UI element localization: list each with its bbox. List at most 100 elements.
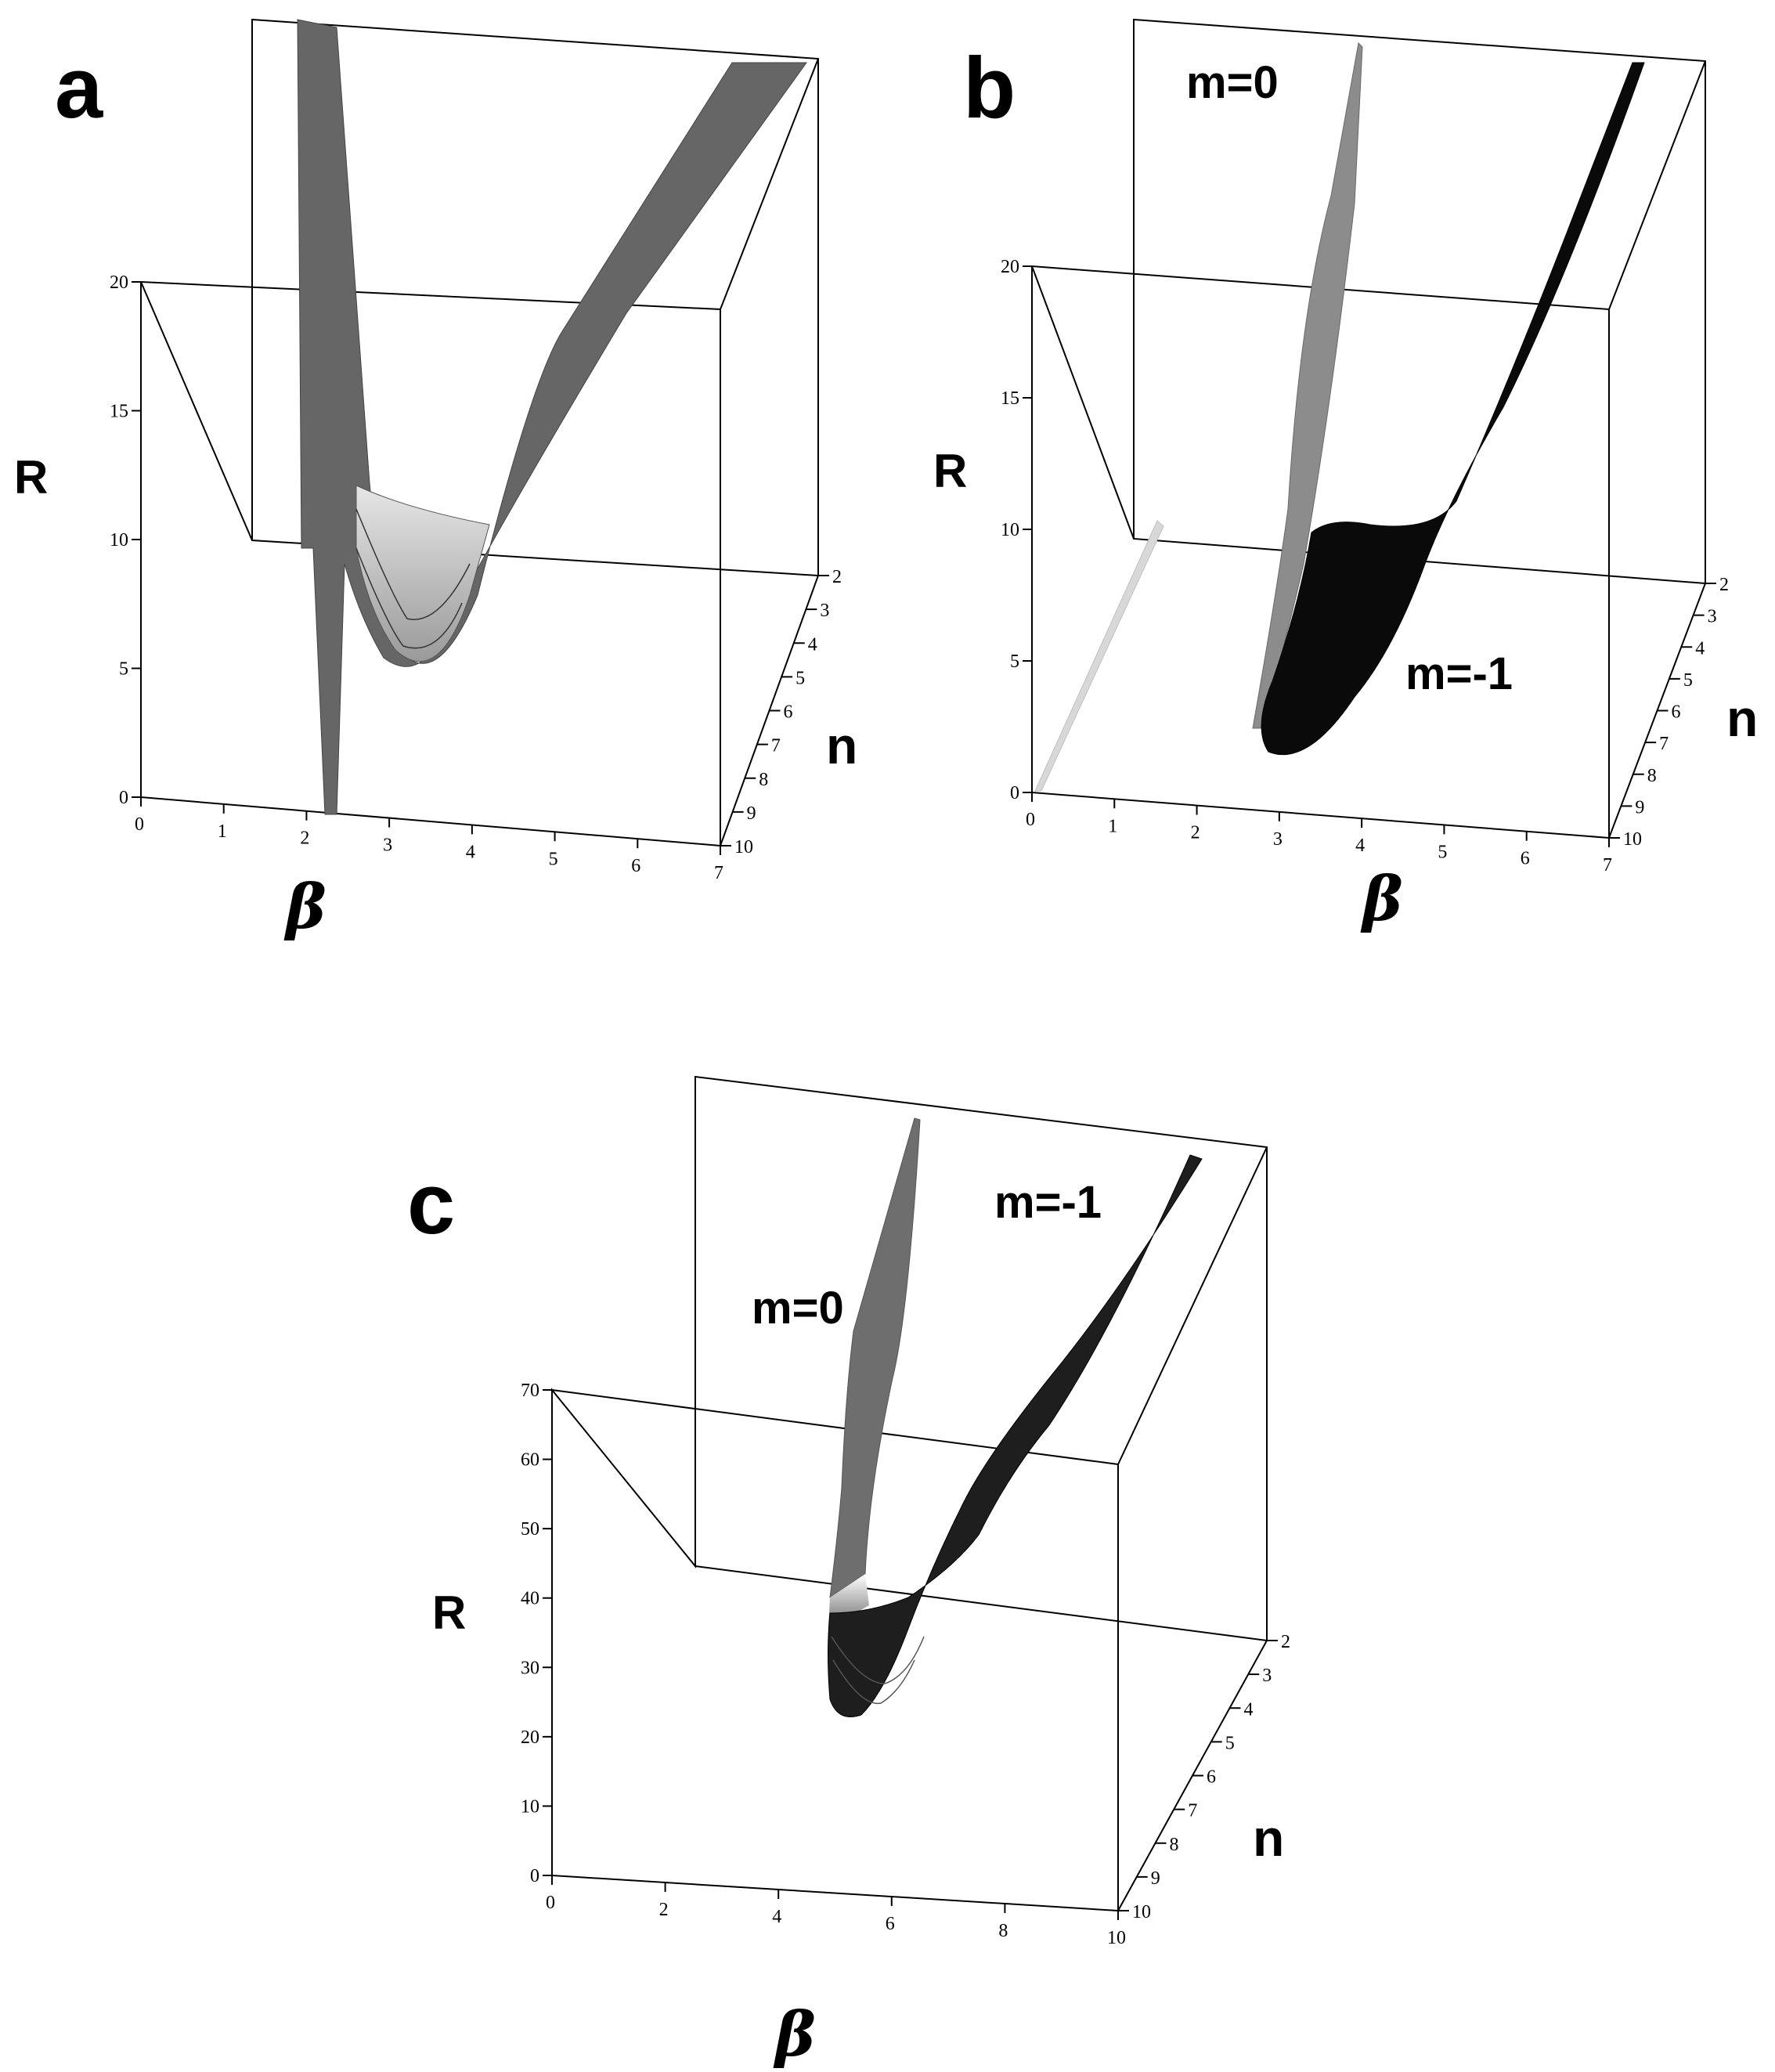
panel-a-surface [297, 19, 807, 815]
panel-a-n-tick-label: 6 [784, 702, 793, 723]
panel-c-n-tick-label: 6 [1207, 1767, 1216, 1788]
panel-b-beta-tick-label: 5 [1438, 842, 1447, 862]
panel-b-beta-tick-label: 7 [1603, 855, 1612, 875]
panel-a-beta-tick-label: 3 [383, 836, 392, 856]
panel-c-n-tick-label: 10 [1132, 1902, 1151, 1922]
panel-b-beta-label: β [1360, 864, 1403, 935]
panel-a-R-axis: R 0 5 10 15 20 [14, 273, 141, 808]
panel-c-R-tick-label: 30 [521, 1658, 539, 1678]
panel-c-box [551, 1075, 1268, 1911]
panel-a-n-tick-label: 4 [808, 634, 817, 655]
panel-b-beta-axis: β 0 1 2 3 4 5 6 7 [1026, 792, 1612, 935]
panel-a-n-tick-label: 7 [771, 736, 781, 756]
panel-c-n-tick-label: 9 [1151, 1868, 1160, 1889]
panel-a-beta-axis: β 0 1 2 3 4 5 6 7 [135, 797, 723, 943]
panel-a-beta-tick-label: 0 [135, 814, 144, 835]
panel-b-beta-tick-label: 1 [1108, 816, 1117, 836]
panel-b-n-tick-label: 9 [1635, 797, 1644, 818]
panel-a-n-tick-label: 9 [747, 803, 756, 824]
panel-c-n-tick-label: 8 [1170, 1835, 1179, 1855]
panel-a-n-tick-label: 5 [796, 668, 805, 688]
panel-c-beta-ticks: 0 2 4 6 8 10 [546, 1875, 1126, 1948]
panel-a-n-tick-label: 2 [832, 567, 842, 587]
panel-a-beta-tick-label: 4 [466, 842, 475, 862]
panel-b-R-ticks: 0 5 10 15 20 [1001, 257, 1032, 803]
panel-c-surface-m0 [828, 1117, 921, 1629]
panel-c-series-label-0: m=0 [752, 1283, 844, 1334]
panel-c-n-tick-label: 7 [1188, 1801, 1197, 1821]
panel-c-beta-tick-label: 4 [772, 1907, 781, 1927]
panel-b-n-tick-label: 4 [1695, 638, 1705, 659]
panel-a-beta-tick-label: 5 [549, 849, 558, 869]
panel-b-beta-ticks: 0 1 2 3 4 5 6 7 [1026, 792, 1612, 875]
panel-c-R-tick-label: 20 [521, 1727, 539, 1748]
panel-b-beta-tick-label: 3 [1273, 829, 1283, 850]
panel-c-n-tick-label: 5 [1225, 1733, 1235, 1753]
panel-c-n-label: n [1253, 1809, 1284, 1867]
panel-c-surface-m-1 [828, 1154, 1203, 1717]
panel-b-n-tick-label: 7 [1659, 734, 1669, 754]
panel-a-n-label: n [826, 717, 857, 774]
panel-b-n-tick-label: 10 [1623, 829, 1642, 850]
panel-c-beta-tick-label: 10 [1107, 1928, 1126, 1948]
panel-a-letter: a [55, 40, 103, 136]
panel-b-R-tick-label: 0 [1010, 783, 1019, 803]
panel-b-beta-tick-label: 6 [1521, 849, 1530, 869]
panel-b-n-tick-label: 3 [1708, 607, 1717, 627]
panel-c-beta-label: β [773, 1999, 816, 2070]
panel-a-R-tick-label: 5 [119, 659, 128, 680]
panel-a-n-tick-label: 8 [759, 770, 768, 790]
panel-c-series-label-1: m=-1 [994, 1177, 1102, 1228]
panel-b-n-tick-label: 6 [1672, 702, 1681, 723]
panel-b-letter: b [963, 40, 1016, 136]
panel-b-R-tick-label: 5 [1010, 652, 1019, 672]
panel-c-R-tick-label: 10 [521, 1796, 539, 1817]
panel-a-beta-tick-label: 7 [714, 863, 723, 883]
panel-c-n-tick-label: 4 [1244, 1699, 1254, 1720]
panel-b-R-axis: R 0 5 10 15 20 [933, 257, 1032, 803]
panel-c-letter: c [407, 1156, 455, 1252]
panel-b-n-tick-label: 8 [1647, 766, 1657, 786]
panel-c-R-tick-label: 50 [521, 1519, 539, 1540]
panel-b-series-label-0: m=0 [1186, 57, 1279, 108]
panel-c-R-tick-label: 60 [521, 1450, 539, 1471]
panel-b-R-tick-label: 15 [1001, 388, 1019, 409]
panel-b-n-tick-label: 5 [1683, 670, 1693, 691]
panel-b-series-label-1: m=-1 [1405, 648, 1513, 699]
panel-a-box [140, 18, 819, 846]
panel-b-n-tick-label: 2 [1719, 575, 1729, 595]
panel-a-beta-tick-label: 1 [218, 821, 227, 842]
panel-a-R-tick-label: 10 [110, 530, 128, 550]
panel-c-R-ticks: 0 10 20 30 40 50 60 70 [521, 1381, 552, 1886]
panel-b-n-label: n [1726, 689, 1758, 747]
panel-b-surface-m-1 [1261, 62, 1645, 756]
panel-c-n-tick-label: 2 [1281, 1632, 1290, 1652]
panel-c-beta-axis: β 0 2 4 6 8 10 [546, 1875, 1126, 2070]
panel-a-R-tick-label: 15 [110, 402, 128, 422]
panel-b-R-tick-label: 20 [1001, 257, 1019, 277]
panel-c-beta-tick-label: 8 [998, 1921, 1008, 1941]
panel-a-R-label: R [14, 451, 48, 504]
panel-a-R-ticks: 0 5 10 15 20 [110, 273, 141, 808]
panel-c-R-tick-label: 70 [521, 1381, 539, 1401]
panel-c-R-axis: R 0 10 20 30 40 50 60 70 [432, 1381, 552, 1886]
panel-b-beta-tick-label: 4 [1355, 836, 1365, 856]
panel-c-n-tick-label: 3 [1262, 1666, 1272, 1686]
panel-c-R-label: R [432, 1586, 466, 1639]
panel-c-beta-tick-label: 2 [659, 1900, 669, 1920]
panel-c-R-tick-label: 0 [530, 1866, 539, 1886]
panel-b-R-tick-label: 10 [1001, 520, 1019, 540]
panel-c: c m=0 m=-1 R 0 10 20 30 40 50 60 70 β 0 2 4 6 8 10 n… [407, 1075, 1290, 2070]
panel-b-beta-tick-label: 0 [1026, 810, 1035, 830]
panel-b-box [1031, 18, 1706, 839]
panel-b-surface-m0 [1034, 42, 1363, 792]
panel-c-R-tick-label: 40 [521, 1589, 539, 1609]
panel-a-n-tick-label: 10 [734, 837, 753, 857]
